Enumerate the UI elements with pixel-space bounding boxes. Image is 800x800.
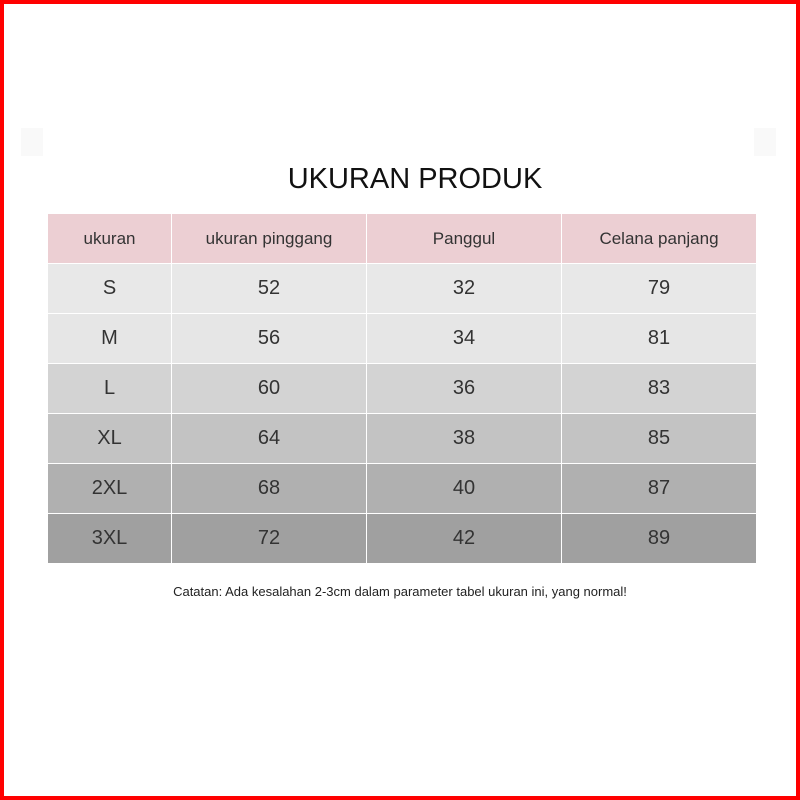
table-cell: 85 <box>561 413 757 464</box>
decor-square <box>754 128 776 156</box>
table-row: 3XL 72 42 89 <box>47 513 757 564</box>
table-cell: 38 <box>366 413 562 464</box>
decor-square <box>21 128 43 156</box>
table-cell: 42 <box>366 513 562 564</box>
table-row: M 56 34 81 <box>47 313 757 364</box>
table-cell: 40 <box>366 463 562 514</box>
table-cell: 52 <box>171 263 367 314</box>
header-cell: Panggul <box>366 213 562 264</box>
table-cell: 68 <box>171 463 367 514</box>
header-cell: ukuran pinggang <box>171 213 367 264</box>
table-cell: 3XL <box>47 513 172 564</box>
table-cell: 87 <box>561 463 757 514</box>
header-cell: Celana panjang <box>561 213 757 264</box>
table-cell: 89 <box>561 513 757 564</box>
header-cell: ukuran <box>47 213 172 264</box>
table-cell: 34 <box>366 313 562 364</box>
table-cell: 32 <box>366 263 562 314</box>
table-cell: S <box>47 263 172 314</box>
table-cell: 81 <box>561 313 757 364</box>
table-cell: 56 <box>171 313 367 364</box>
size-table: ukuran ukuran pinggang Panggul Celana pa… <box>47 213 757 564</box>
table-row: 2XL 68 40 87 <box>47 463 757 514</box>
table-cell: 60 <box>171 363 367 414</box>
note-text: Catatan: Ada kesalahan 2-3cm dalam param… <box>173 584 627 599</box>
table-cell: M <box>47 313 172 364</box>
table-cell: 36 <box>366 363 562 414</box>
table-cell: 72 <box>171 513 367 564</box>
table-row: S 52 32 79 <box>47 263 757 314</box>
table-cell: 2XL <box>47 463 172 514</box>
table-row: L 60 36 83 <box>47 363 757 414</box>
table-cell: L <box>47 363 172 414</box>
page-title: UKURAN PRODUK <box>287 163 543 195</box>
table-cell: 64 <box>171 413 367 464</box>
table-cell: 79 <box>561 263 757 314</box>
table-header-row: ukuran ukuran pinggang Panggul Celana pa… <box>47 213 757 264</box>
table-cell: 83 <box>561 363 757 414</box>
table-cell: XL <box>47 413 172 464</box>
table-row: XL 64 38 85 <box>47 413 757 464</box>
